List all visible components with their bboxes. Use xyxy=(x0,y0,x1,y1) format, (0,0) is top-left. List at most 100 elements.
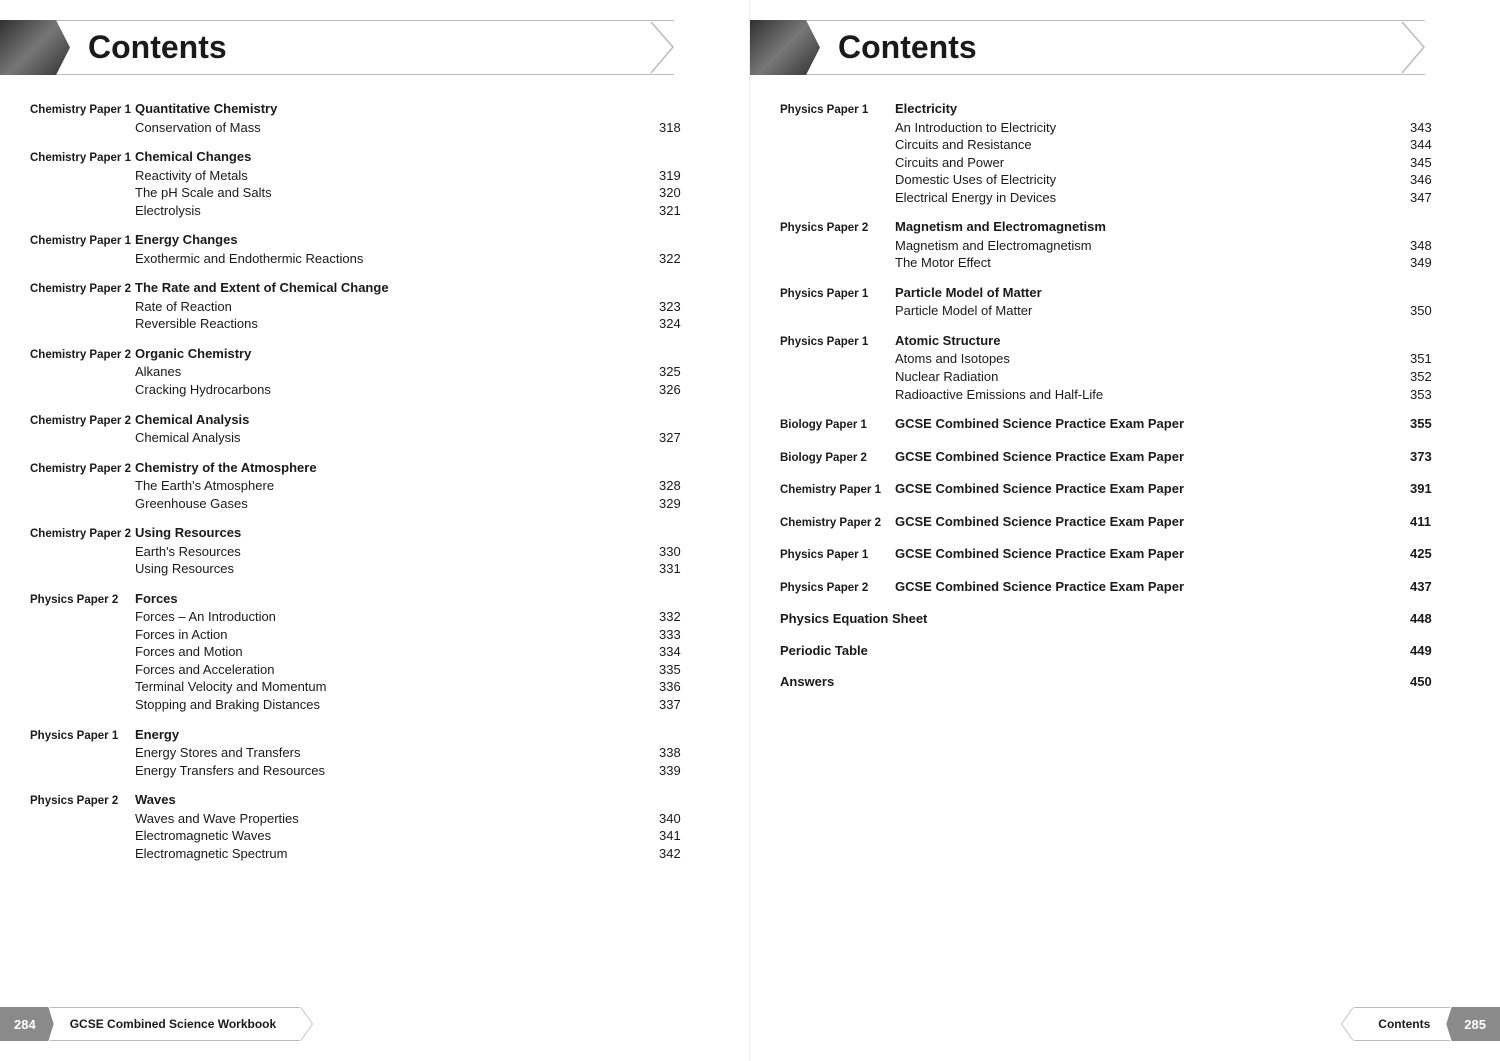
footer-label-left: GCSE Combined Science Workbook xyxy=(50,1007,300,1041)
item-topic: Physics Equation Sheet xyxy=(780,610,1410,628)
item-page: 349 xyxy=(1410,254,1450,272)
item-page: 437 xyxy=(1410,578,1450,596)
toc-item: Earth's Resources330 xyxy=(30,543,699,561)
item-topic: Circuits and Power xyxy=(895,154,1410,172)
section-title: Atomic Structure xyxy=(895,332,1000,350)
paper-label: Chemistry Paper 2 xyxy=(30,282,135,298)
item-topic: Exothermic and Endothermic Reactions xyxy=(135,250,659,268)
item-page: 336 xyxy=(659,678,699,696)
item-page: 321 xyxy=(659,202,699,220)
toc-exam-row: Biology Paper 1GCSE Combined Science Pra… xyxy=(780,415,1450,434)
footer-label-right: Contents xyxy=(1354,1007,1450,1041)
item-topic: Forces and Acceleration xyxy=(135,661,659,679)
item-topic: Forces – An Introduction xyxy=(135,608,659,626)
item-topic: Stopping and Braking Distances xyxy=(135,696,659,714)
toc-section: Physics Paper 2ForcesForces – An Introdu… xyxy=(30,590,699,714)
item-topic: Periodic Table xyxy=(780,642,1410,660)
toc-section: Chemistry Paper 1Energy ChangesExothermi… xyxy=(30,231,699,267)
toc-item: Rate of Reaction323 xyxy=(30,298,699,316)
toc-section-head: Chemistry Paper 1Chemical Changes xyxy=(30,148,699,167)
toc-item: Particle Model of Matter350 xyxy=(780,302,1450,320)
item-topic: Rate of Reaction xyxy=(135,298,659,316)
section-title: Electricity xyxy=(895,100,957,118)
toc-section: Chemistry Paper 1Quantitative ChemistryC… xyxy=(30,100,699,136)
item-topic: Nuclear Radiation xyxy=(895,368,1410,386)
item-page: 351 xyxy=(1410,350,1450,368)
toc-section-head: Physics Paper 2Waves xyxy=(30,791,699,810)
paper-label: Physics Paper 1 xyxy=(30,729,135,745)
item-page: 331 xyxy=(659,560,699,578)
item-topic: The pH Scale and Salts xyxy=(135,184,659,202)
toc-section-head: Physics Paper 1Particle Model of Matter xyxy=(780,284,1450,303)
item-topic: GCSE Combined Science Practice Exam Pape… xyxy=(895,513,1410,531)
toc-item: Stopping and Braking Distances337 xyxy=(30,696,699,714)
paper-label: Chemistry Paper 1 xyxy=(30,234,135,250)
toc-item: Radioactive Emissions and Half-Life353 xyxy=(780,386,1450,404)
toc-section: Chemistry Paper 2Chemical AnalysisChemic… xyxy=(30,411,699,447)
toc-item: Exothermic and Endothermic Reactions322 xyxy=(30,250,699,268)
toc-section: Chemistry Paper 2Organic ChemistryAlkane… xyxy=(30,345,699,399)
page-right: Contents Physics Paper 1ElectricityAn In… xyxy=(750,0,1500,1061)
toc-item: An Introduction to Electricity343 xyxy=(780,119,1450,137)
item-page: 335 xyxy=(659,661,699,679)
toc-item: Using Resources331 xyxy=(30,560,699,578)
toc-item: Forces and Motion334 xyxy=(30,643,699,661)
paper-label: Physics Paper 2 xyxy=(780,581,895,597)
item-topic: Radioactive Emissions and Half-Life xyxy=(895,386,1410,404)
item-page: 450 xyxy=(1410,673,1450,691)
toc-exam-row: Physics Paper 2GCSE Combined Science Pra… xyxy=(780,578,1450,597)
paper-label: Biology Paper 1 xyxy=(780,418,895,434)
item-page: 322 xyxy=(659,250,699,268)
section-title: Chemical Analysis xyxy=(135,411,249,429)
footer-left: 284 GCSE Combined Science Workbook xyxy=(0,1007,300,1041)
item-topic: Using Resources xyxy=(135,560,659,578)
toc-section-head: Physics Paper 1Atomic Structure xyxy=(780,332,1450,351)
paper-label: Physics Paper 2 xyxy=(30,794,135,810)
item-page: 318 xyxy=(659,119,699,137)
item-topic: Electrolysis xyxy=(135,202,659,220)
item-page: 344 xyxy=(1410,136,1450,154)
toc-exam-row: Biology Paper 2GCSE Combined Science Pra… xyxy=(780,448,1450,467)
item-topic: GCSE Combined Science Practice Exam Pape… xyxy=(895,448,1410,466)
item-page: 319 xyxy=(659,167,699,185)
item-page: 425 xyxy=(1410,545,1450,563)
item-page: 333 xyxy=(659,626,699,644)
paper-label: Chemistry Paper 2 xyxy=(780,516,895,532)
banner-arrow-icon xyxy=(0,20,70,75)
item-page: 337 xyxy=(659,696,699,714)
item-page: 350 xyxy=(1410,302,1450,320)
content-left: Chemistry Paper 1Quantitative ChemistryC… xyxy=(30,100,699,874)
item-page: 326 xyxy=(659,381,699,399)
item-page: 341 xyxy=(659,827,699,845)
item-page: 328 xyxy=(659,477,699,495)
item-topic: Energy Transfers and Resources xyxy=(135,762,659,780)
toc-section: Physics Paper 1EnergyEnergy Stores and T… xyxy=(30,726,699,780)
toc-section-head: Chemistry Paper 2Chemical Analysis xyxy=(30,411,699,430)
section-title: Energy xyxy=(135,726,179,744)
item-page: 348 xyxy=(1410,237,1450,255)
toc-item: Electromagnetic Waves341 xyxy=(30,827,699,845)
banner-left: Contents xyxy=(0,20,749,75)
toc-section: Chemistry Paper 2The Rate and Extent of … xyxy=(30,279,699,333)
item-topic: Atoms and Isotopes xyxy=(895,350,1410,368)
paper-label: Chemistry Paper 2 xyxy=(30,348,135,364)
toc-item: Atoms and Isotopes351 xyxy=(780,350,1450,368)
item-topic: Terminal Velocity and Momentum xyxy=(135,678,659,696)
page-spread: Contents Chemistry Paper 1Quantitative C… xyxy=(0,0,1500,1061)
item-page: 449 xyxy=(1410,642,1450,660)
paper-label: Physics Paper 2 xyxy=(30,593,135,609)
page-number-right: 285 xyxy=(1446,1007,1500,1041)
paper-label: Biology Paper 2 xyxy=(780,451,895,467)
banner-right: Contents xyxy=(750,20,1500,75)
paper-label: Chemistry Paper 1 xyxy=(30,103,135,119)
toc-section: Chemistry Paper 2Using ResourcesEarth's … xyxy=(30,524,699,578)
item-page: 353 xyxy=(1410,386,1450,404)
item-topic: Electromagnetic Waves xyxy=(135,827,659,845)
toc-section: Physics Paper 2Magnetism and Electromagn… xyxy=(780,218,1450,272)
item-page: 338 xyxy=(659,744,699,762)
item-page: 352 xyxy=(1410,368,1450,386)
toc-exam-row: Chemistry Paper 2GCSE Combined Science P… xyxy=(780,513,1450,532)
toc-plain-row: Physics Equation Sheet448 xyxy=(780,610,1450,628)
toc-item: Forces and Acceleration335 xyxy=(30,661,699,679)
item-topic: Reactivity of Metals xyxy=(135,167,659,185)
